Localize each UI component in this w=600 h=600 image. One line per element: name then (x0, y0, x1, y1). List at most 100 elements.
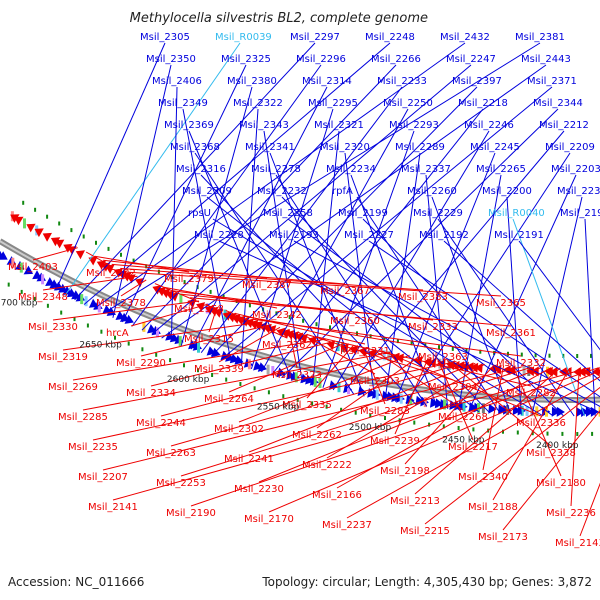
gene-label: Msil_2340 (458, 472, 508, 483)
outer-feature-tick (114, 335, 116, 340)
reverse-gene-arrow (34, 228, 44, 238)
feature-block (97, 302, 101, 313)
gene-label: Msil_2247 (446, 54, 496, 65)
label-leader-line (437, 359, 474, 441)
gene-label: Msil_2191 (494, 230, 544, 241)
gene-label: Msil_2323 (272, 370, 322, 381)
gene-label: Msil_2360 (330, 316, 380, 327)
inner-feature-tick (95, 240, 97, 245)
gene-label: Msil_2229 (413, 208, 463, 219)
label-leader-line (62, 321, 262, 351)
forward-gene-arrow (391, 392, 401, 403)
gene-label: Msil_2403 (8, 262, 58, 273)
inner-feature-tick (183, 280, 186, 285)
label-leader-line (190, 367, 599, 507)
gene-label: Msil_2397 (452, 76, 502, 87)
gene-label: Msil_2212 (539, 120, 589, 131)
label-leader-line (206, 196, 480, 413)
reverse-gene-arrow (50, 237, 61, 247)
feature-block (520, 405, 524, 416)
gene-label: Msil_2262 (292, 430, 342, 441)
inner-feature-tick (82, 234, 85, 239)
label-leader-line (72, 338, 326, 381)
gene-label: Msil_2379 (164, 274, 214, 285)
inner-feature-tick (465, 348, 468, 353)
gene-label: Msil_2282 (506, 388, 556, 399)
forward-gene-arrow (367, 388, 377, 398)
feature-block (545, 406, 548, 417)
kbp-tick-label: 2600 kbp (167, 375, 210, 385)
gene-label: Msil_2192 (419, 230, 469, 241)
gene-label: Msil_2228 (194, 230, 244, 241)
gene-label: Msil_2335 (282, 400, 332, 411)
label-leader-line (151, 64, 472, 335)
outer-feature-tick (239, 382, 242, 386)
outer-feature-tick (472, 427, 475, 432)
gene-label: Msil_2173 (478, 532, 528, 543)
gene-label: Msil_2304 (428, 382, 478, 393)
feature-block (156, 327, 159, 338)
outer-feature-tick (253, 386, 256, 391)
inner-feature-tick (520, 352, 523, 357)
inner-feature-tick (170, 275, 173, 279)
label-leader-line (182, 108, 232, 363)
gene-label: Msil_2268 (438, 412, 488, 423)
label-leader-line (140, 324, 272, 357)
inner-feature-tick (34, 207, 37, 212)
forward-gene-arrow (257, 362, 267, 372)
label-leader-line (326, 363, 485, 459)
outer-feature-tick (561, 431, 564, 436)
gene-label: Msil_2200 (482, 186, 532, 197)
label-leader-line (150, 340, 336, 387)
feature-block (313, 376, 317, 387)
reverse-gene-arrow (113, 268, 123, 278)
genome-backbone-highlight (0, 240, 600, 401)
reverse-gene-arrow (161, 288, 171, 299)
summary-text: Topology: circular; Length: 4,305,430 bp… (261, 575, 592, 589)
inner-feature-tick (383, 336, 386, 341)
accession-text: Accession: NC_011666 (8, 575, 144, 589)
outer-feature-tick (267, 390, 270, 395)
label-leader-line (243, 315, 444, 351)
feature-block (23, 218, 26, 229)
outer-feature-tick (531, 431, 534, 436)
outer-feature-tick (296, 397, 299, 402)
feature-block (179, 293, 183, 304)
label-leader-line (424, 386, 600, 525)
outer-feature-tick (369, 413, 372, 418)
label-leader-line (287, 218, 554, 417)
gene-label: Msil_2239 (370, 436, 420, 447)
inner-feature-tick (132, 258, 135, 263)
label-leader-line (579, 482, 600, 537)
gene-label: Msil_2349 (158, 98, 208, 109)
reverse-gene-arrow (488, 364, 497, 375)
gene-label: Msil_2217 (448, 442, 498, 453)
label-leader-line (212, 218, 543, 416)
label-leader-line (92, 361, 457, 441)
gene-label: Msil_2331 (340, 346, 390, 357)
gene-label: Msil_2302 (214, 424, 264, 435)
label-leader-line (346, 376, 600, 519)
inner-feature-tick (576, 354, 579, 358)
gene-label: Msil_2222 (302, 460, 352, 471)
gene-label: Msil_2337 (401, 164, 451, 175)
label-leader-line (210, 86, 478, 357)
inner-feature-tick (120, 252, 122, 257)
label-leader-line (200, 86, 403, 354)
inner-feature-tick (22, 200, 25, 205)
inner-feature-tick (209, 289, 212, 294)
gene-label: Msil_2258 (263, 208, 313, 219)
gene-label: Msil_2266 (371, 54, 421, 65)
gene-label: Msil_2343 (239, 120, 289, 131)
gene-label: Msil_2218 (458, 98, 508, 109)
outer-feature-tick (100, 329, 103, 334)
gene-label: Msil_2387 (242, 280, 292, 291)
label-leader-line (83, 42, 391, 305)
label-leader-line (163, 286, 278, 309)
forward-gene-arrow (488, 403, 497, 414)
gene-label: Msil_2194 (560, 208, 600, 219)
label-leader-line (170, 86, 178, 342)
inner-feature-tick (369, 334, 372, 339)
gene-label: Msil_2199 (338, 208, 388, 219)
reverse-gene-arrow (63, 243, 73, 253)
